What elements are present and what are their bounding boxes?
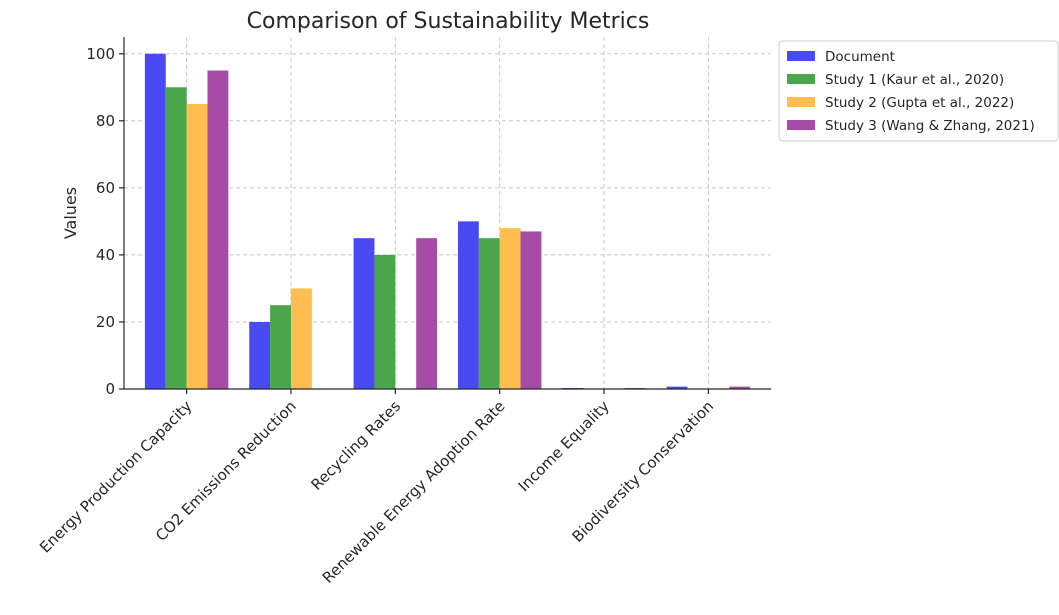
- y-axis-label: Values: [61, 187, 80, 239]
- x-tick-label: Recycling Rates: [307, 397, 404, 494]
- bar: [270, 305, 291, 389]
- y-tick-label: 40: [96, 246, 115, 264]
- bars: [144, 53, 751, 390]
- bar: [144, 53, 166, 390]
- bar: [290, 288, 312, 389]
- bar: [165, 87, 187, 390]
- bar: [520, 231, 542, 389]
- legend-entry-label: Study 3 (Wang & Zhang, 2021): [825, 118, 1035, 134]
- bar: [353, 238, 375, 389]
- legend: Document Study 1 (Kaur et al., 2020) Study…: [778, 40, 1059, 142]
- legend-swatch: [787, 97, 815, 107]
- legend-swatch: [787, 74, 815, 84]
- bar: [729, 386, 751, 389]
- legend-entry-label: Document: [825, 49, 895, 65]
- bar: [207, 70, 229, 390]
- legend-frame: [778, 40, 1059, 142]
- x-tick-label: Renewable Energy Adoption Rate: [319, 397, 509, 587]
- bar: [499, 228, 521, 389]
- chart-title: Comparison of Sustainability Metrics: [247, 9, 650, 34]
- y-tick-label: 20: [96, 313, 115, 331]
- legend-entry-label: Study 2 (Gupta et al., 2022): [825, 95, 1014, 111]
- bar: [666, 386, 688, 389]
- legend-swatch: [787, 51, 815, 61]
- bar: [416, 238, 438, 389]
- legend-swatch: [787, 120, 815, 130]
- legend-entry-label: Study 1 (Kaur et al., 2020): [825, 72, 1004, 88]
- y-tick-label: 60: [96, 179, 115, 197]
- axes: [123, 37, 771, 390]
- x-tick-label: Income Equality: [515, 397, 613, 495]
- y-tick-label: 0: [105, 380, 115, 398]
- bar: [374, 254, 396, 389]
- bar: [478, 238, 500, 389]
- y-tick-label: 80: [96, 112, 115, 130]
- y-tick-label: 100: [86, 45, 115, 63]
- bar: [249, 321, 271, 389]
- bar: [186, 104, 208, 390]
- bar: [457, 221, 479, 389]
